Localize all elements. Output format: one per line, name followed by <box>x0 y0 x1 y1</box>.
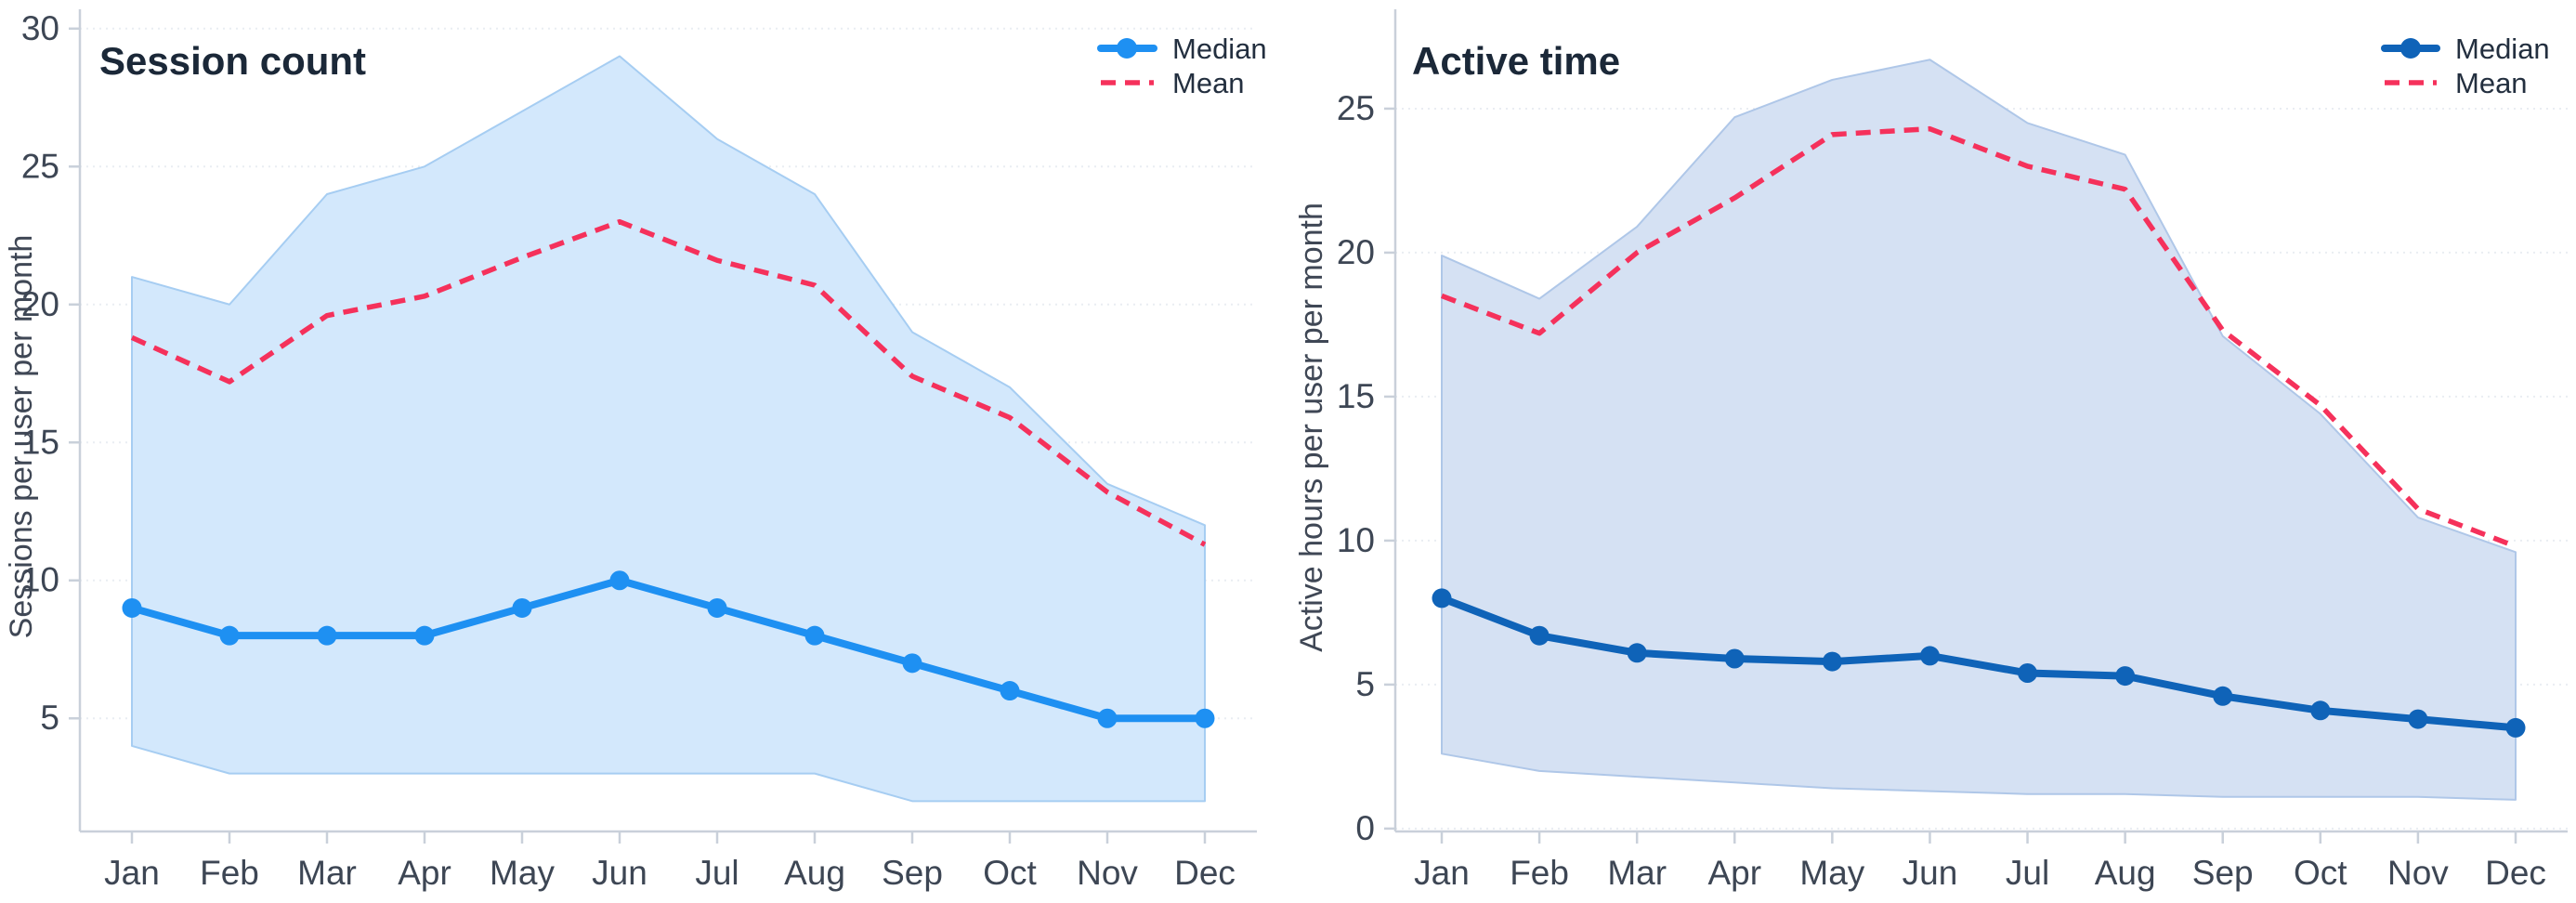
y-tick-label: 20 <box>21 285 59 323</box>
legend-label-mean: Mean <box>1172 67 1245 99</box>
mean-line <box>130 218 1207 547</box>
median-marker <box>1627 643 1647 663</box>
median-marker <box>1529 625 1550 646</box>
y-tick-label: 25 <box>1337 89 1375 127</box>
x-tick-label: Dec <box>1174 854 1236 892</box>
y-axis-label: Sessions per user per month <box>4 235 39 639</box>
median-marker <box>707 597 727 618</box>
x-tick-label: Apr <box>398 854 451 892</box>
x-tick-label: Feb <box>1510 854 1569 892</box>
x-tick-label: Sep <box>882 854 943 892</box>
range-band <box>1441 59 2517 801</box>
x-tick-label: Apr <box>1707 854 1761 892</box>
x-tick-label: Jan <box>1414 854 1470 892</box>
median-marker <box>2310 700 2331 721</box>
y-tick-label: 10 <box>21 561 59 599</box>
median-marker <box>2408 709 2428 729</box>
y-tick-label: 15 <box>21 423 59 461</box>
y-tick-label: 15 <box>1337 377 1375 415</box>
chart-title: Session count <box>99 39 366 83</box>
x-tick-label: May <box>490 854 555 892</box>
mean-line <box>1441 125 2517 549</box>
median-marker <box>122 597 142 618</box>
median-marker <box>1822 651 1842 672</box>
y-axis-label: Active hours per user per month <box>1294 203 1329 652</box>
median-marker <box>317 625 337 646</box>
x-tick-label: Mar <box>1607 854 1667 892</box>
legend-label-median: Median <box>1172 33 1267 65</box>
x-tick-label: Aug <box>2095 854 2156 892</box>
chart-title: Active time <box>1412 39 1620 83</box>
median-marker <box>902 653 922 674</box>
x-tick-label: Nov <box>1077 854 1138 892</box>
median-marker <box>512 597 532 618</box>
range-band <box>131 55 1206 803</box>
active-time-panel: 0 5 10 15 20 25 Jan Feb Mar Apr May Jun Jul Aug Sep Oct… <box>1288 0 2576 903</box>
legend-label-mean: Mean <box>2455 67 2528 99</box>
median-marker <box>2505 717 2526 738</box>
y-tick-label: 5 <box>1355 665 1375 703</box>
x-tick-label: Oct <box>2294 854 2347 892</box>
x-tick-label: Jan <box>104 854 160 892</box>
x-tick-label: Aug <box>784 854 845 892</box>
median-marker <box>414 625 435 646</box>
session-count-chart: 5 10 15 20 25 30 Jan Feb Mar Apr May Jun Jul Aug Sep Oc… <box>4 9 1267 892</box>
legend-median-marker <box>2400 38 2421 59</box>
median-marker <box>609 570 630 591</box>
legend-label-median: Median <box>2455 33 2550 65</box>
x-tick-label: May <box>1799 854 1864 892</box>
median-marker <box>2115 666 2136 687</box>
median-line <box>128 576 1209 723</box>
x-tick-label: Jul <box>695 854 739 892</box>
x-tick-label: Nov <box>2387 854 2449 892</box>
y-tick-label: 10 <box>1337 521 1375 559</box>
x-tick-label: Mar <box>297 854 357 892</box>
y-tick-label: 5 <box>40 699 59 737</box>
x-tick-label: Feb <box>200 854 259 892</box>
median-marker <box>1097 708 1118 728</box>
median-line <box>1438 594 2519 732</box>
session-count-panel: 5 10 15 20 25 30 Jan Feb Mar Apr May Jun Jul Aug Sep Oc… <box>4 9 1267 892</box>
legend-median-marker <box>1117 38 1137 59</box>
y-tick-label: 30 <box>21 9 59 47</box>
x-tick-label: Oct <box>983 854 1037 892</box>
x-tick-label: Sep <box>2192 854 2254 892</box>
active-time-chart: 0 5 10 15 20 25 Jan Feb Mar Apr May Jun Jul Aug Sep Oct… <box>1294 9 2568 892</box>
y-tick-label: 25 <box>21 147 59 185</box>
median-marker <box>1432 588 1452 609</box>
x-tick-label: Jun <box>592 854 647 892</box>
x-tick-label: Jun <box>1903 854 1958 892</box>
x-tick-label: Dec <box>2485 854 2546 892</box>
median-marker <box>219 625 240 646</box>
median-marker <box>1195 708 1215 728</box>
median-marker <box>2213 686 2233 706</box>
median-marker <box>1919 646 1940 666</box>
median-marker <box>804 625 825 646</box>
median-marker <box>1724 648 1745 669</box>
median-marker <box>1000 681 1020 701</box>
y-tick-label: 20 <box>1337 233 1375 271</box>
x-tick-label: Jul <box>2006 854 2049 892</box>
median-marker <box>2018 663 2038 684</box>
y-tick-label: 0 <box>1355 809 1375 847</box>
